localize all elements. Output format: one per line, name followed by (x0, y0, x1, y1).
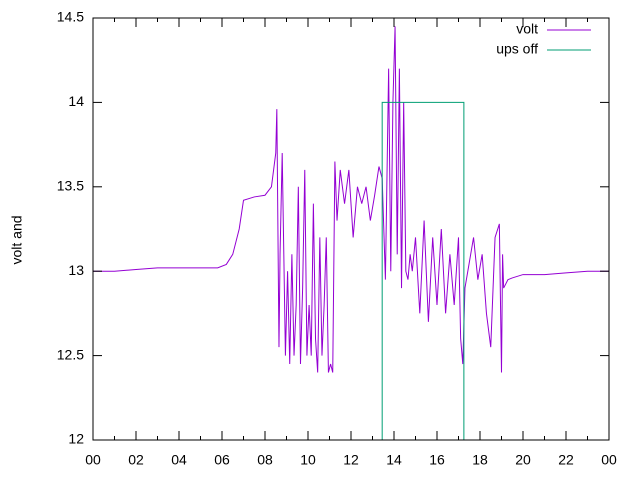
x-tick-label: 00 (85, 452, 101, 468)
x-tick-label: 16 (429, 452, 445, 468)
x-tick-label: 10 (300, 452, 316, 468)
y-axis-label: volt and (9, 215, 25, 264)
y-tick-label: 14.5 (57, 9, 84, 25)
x-tick-label: 18 (472, 452, 488, 468)
x-tick-label: 00 (601, 452, 617, 468)
data-line (93, 26, 609, 373)
x-tick-label: 04 (171, 452, 187, 468)
x-tick-label: 08 (257, 452, 273, 468)
x-tick-label: 20 (515, 452, 531, 468)
x-tick-label: 12 (343, 452, 359, 468)
y-tick-label: 12.5 (57, 346, 84, 362)
legend-label: ups off (496, 41, 538, 57)
y-tick-label: 13 (68, 262, 84, 278)
y-tick-label: 13.5 (57, 178, 84, 194)
x-tick-label: 22 (558, 452, 574, 468)
y-tick-label: 12 (68, 431, 84, 447)
y-tick-label: 14 (68, 93, 84, 109)
plot-frame (92, 17, 610, 441)
x-tick-label: 02 (128, 452, 144, 468)
data-line (381, 101, 465, 440)
x-tick-label: 14 (386, 452, 402, 468)
x-tick-label: 06 (214, 452, 230, 468)
legend-label: volt (516, 21, 538, 37)
